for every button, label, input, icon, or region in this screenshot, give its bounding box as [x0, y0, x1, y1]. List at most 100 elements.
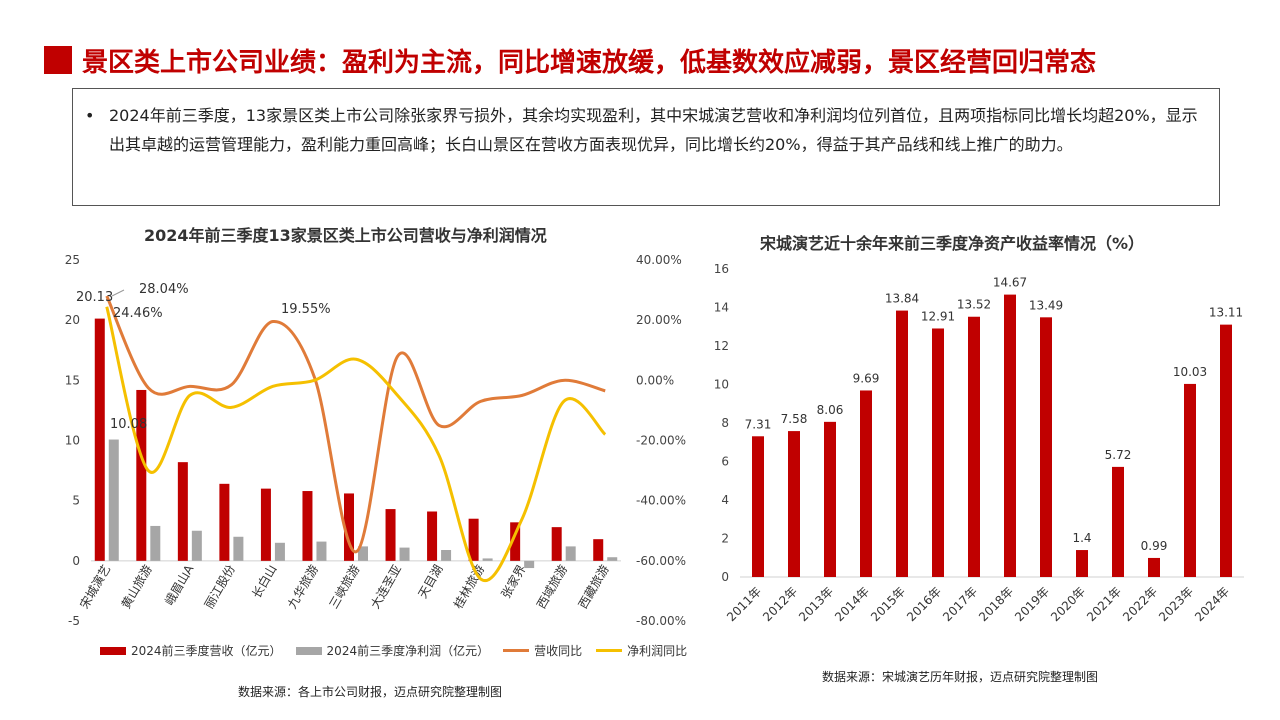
right-x-tick-label: 2017年 [940, 584, 980, 624]
left-chart-title: 2024年前三季度13家景区类上市公司营收与净利润情况 [144, 226, 547, 245]
legend-swatch-revenue-yoy [503, 649, 530, 652]
roe-bar [932, 328, 944, 577]
right-y-tick-6: 12 [714, 339, 729, 353]
revenue-bar [385, 509, 396, 561]
revenue-bar [468, 518, 479, 561]
data-label-leader-line [111, 289, 125, 297]
left-y2-tick-2: -40.00% [636, 494, 686, 508]
roe-bar [1004, 294, 1016, 577]
right-chart-title: 宋城演艺近十余年来前三季度净资产收益率情况（%） [760, 234, 1145, 253]
legend-item-revenue-yoy: 营收同比 [503, 642, 582, 659]
legend-label-profit: 2024前三季度净利润（亿元） [326, 644, 490, 658]
roe-bar [860, 390, 872, 577]
left-x-tick-label: 丽江股份 [202, 563, 238, 612]
roe-value-label: 13.11 [1209, 306, 1243, 320]
bullet-icon: • [85, 106, 95, 125]
right-x-tick-label: 2021年 [1084, 584, 1124, 624]
right-y-tick-8: 16 [714, 262, 729, 276]
left-x-tick-label: 张家界 [498, 562, 529, 601]
roe-value-label: 5.72 [1105, 448, 1132, 462]
legend-swatch-profit [295, 646, 322, 655]
revenue-bar [136, 389, 147, 561]
roe-bar [896, 310, 908, 577]
data-label-revenue-yoy-first: 28.04% [139, 282, 189, 297]
left-y-tick-5: 20 [65, 313, 80, 327]
roe-value-label: 13.49 [1029, 298, 1063, 312]
revenue-bar [219, 483, 230, 561]
roe-value-label: 9.69 [853, 371, 880, 385]
roe-bar [968, 316, 980, 577]
profit-bar [233, 536, 244, 561]
roe-bar [752, 436, 764, 577]
left-chart-legend: 2024前三季度营收（亿元） 2024前三季度净利润（亿元） 营收同比 净利润同… [100, 642, 701, 659]
profit-bar [399, 547, 410, 561]
roe-bar [1184, 383, 1196, 577]
left-x-tick-label: 桂林旅游 [450, 562, 487, 611]
profit-bar [441, 550, 452, 561]
legend-item-profit: 2024前三季度净利润（亿元） [295, 642, 490, 659]
left-x-tick-label: 长白山 [249, 562, 280, 601]
right-y-tick-3: 6 [721, 455, 729, 469]
right-x-tick-label: 2014年 [832, 584, 872, 624]
roe-value-label: 7.31 [745, 417, 772, 431]
roe-bar [1112, 466, 1124, 577]
right-y-tick-1: 2 [721, 532, 729, 546]
title-square-icon [44, 46, 72, 74]
right-x-tick-label: 2024年 [1192, 584, 1232, 624]
left-x-tick-label: 西域旅游 [534, 563, 570, 612]
revenue-bar [94, 318, 105, 561]
summary-text: 2024年前三季度，13家景区类上市公司除张家界亏损外，其余均实现盈利，其中宋城… [109, 106, 1198, 154]
left-y2-tick-1: -60.00% [636, 554, 686, 568]
roe-value-label: 12.91 [921, 309, 955, 323]
revenue-bar [344, 493, 354, 561]
roe-bar [1220, 324, 1232, 577]
roe-value-label: 1.4 [1072, 531, 1091, 545]
revenue-bar [510, 522, 521, 561]
roe-value-label: 13.52 [957, 298, 991, 312]
right-y-tick-4: 8 [721, 416, 729, 430]
profit-bar [565, 546, 576, 561]
right-x-tick-label: 2023年 [1156, 584, 1196, 624]
left-y-tick-3: 10 [65, 434, 80, 448]
profit-bar [316, 541, 327, 561]
left-y-tick-0: -5 [68, 614, 80, 628]
right-x-tick-label: 2015年 [868, 584, 908, 624]
right-x-tick-label: 2019年 [1012, 584, 1052, 624]
profit-yoy-line [105, 306, 607, 583]
profit-bar [482, 558, 493, 561]
left-x-tick-label: 三峡旅游 [326, 563, 362, 612]
roe-value-label: 0.99 [1141, 539, 1168, 553]
right-x-tick-label: 2022年 [1120, 584, 1160, 624]
legend-label-revenue-yoy: 营收同比 [534, 644, 583, 658]
legend-label-profit-yoy: 净利润同比 [627, 644, 688, 658]
legend-item-profit-yoy: 净利润同比 [596, 642, 687, 659]
data-label-profit-yoy-first: 24.46% [113, 306, 163, 321]
legend-swatch-profit-yoy [596, 649, 623, 652]
left-x-tick-label: 大连圣亚 [367, 562, 404, 611]
legend-swatch-revenue [100, 646, 126, 655]
left-y2-tick-4: 0.00% [636, 373, 674, 387]
left-x-tick-label: 西藏旅游 [576, 563, 612, 612]
profit-bar [274, 542, 285, 561]
right-x-tick-label: 2020年 [1048, 584, 1088, 624]
revenue-bar [551, 527, 562, 561]
roe-bar [1148, 557, 1160, 577]
roe-value-label: 8.06 [817, 403, 844, 417]
revenue-bar [593, 539, 604, 561]
roe-value-label: 10.03 [1173, 365, 1207, 379]
page-header: 景区类上市公司业绩：盈利为主流，同比增速放缓，低基数效应减弱，景区经营回归常态 [44, 40, 1096, 80]
revenue-bar [177, 462, 188, 561]
profit-bar [191, 530, 202, 561]
roe-bar [824, 421, 836, 577]
roe-value-label: 13.84 [885, 292, 919, 306]
legend-label-revenue: 2024前三季度营收（亿元） [131, 644, 282, 658]
right-x-tick-label: 2013年 [796, 584, 836, 624]
right-y-tick-7: 14 [714, 301, 729, 315]
left-y2-tick-6: 40.00% [636, 253, 682, 267]
right-x-tick-label: 2011年 [724, 584, 764, 624]
right-y-tick-0: 0 [721, 570, 729, 584]
left-y-tick-6: 25 [65, 253, 80, 267]
left-y2-tick-5: 20.00% [636, 313, 682, 327]
revenue-bar [260, 488, 271, 561]
left-y2-tick-3: -20.00% [636, 434, 686, 448]
